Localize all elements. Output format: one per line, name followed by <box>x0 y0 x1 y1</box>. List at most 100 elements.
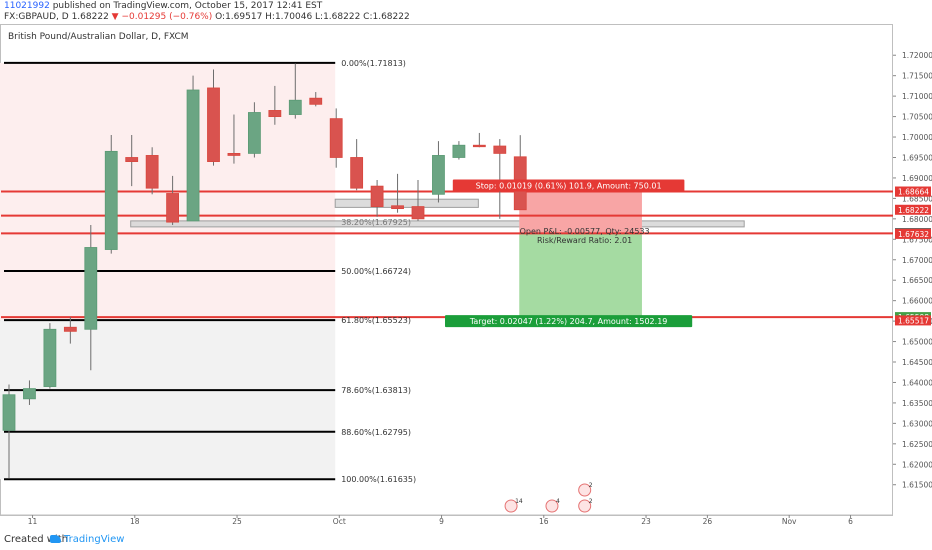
y-tick-label: 1.67000 <box>902 256 932 265</box>
y-tick-label: 1.66500 <box>902 276 932 285</box>
price-tag-label: 1.68222 <box>898 206 929 215</box>
publish-text: published on TradingView.com, October 15… <box>52 1 323 11</box>
economic-event-icon[interactable] <box>545 499 559 513</box>
fib-level-label: 88.60%(1.62795) <box>341 428 411 437</box>
candle-body[interactable] <box>391 205 404 210</box>
y-tick-label: 1.64500 <box>902 358 932 367</box>
candle-body[interactable] <box>207 87 220 162</box>
y-tick-label: 1.63500 <box>902 399 932 408</box>
economic-event-icon[interactable] <box>578 483 592 497</box>
x-tick-label: 9 <box>439 517 444 526</box>
x-tick-label: 25 <box>232 517 242 526</box>
x-tick-label: 26 <box>703 517 713 526</box>
y-tick-label: 1.64000 <box>902 378 932 387</box>
down-arrow-icon: ▼ <box>111 12 119 22</box>
y-tick-label: 1.69500 <box>902 153 932 162</box>
symbol-name: FX:GBPAUD, D <box>4 12 69 22</box>
candle-body[interactable] <box>329 118 343 158</box>
y-tick-label: 1.62500 <box>902 440 932 449</box>
x-tick-label: 16 <box>539 517 549 526</box>
candle-body[interactable] <box>43 328 57 387</box>
stop-loss-zone[interactable] <box>519 191 642 234</box>
event-count: 14 <box>515 498 523 505</box>
price-tag-bg <box>895 228 931 239</box>
fib-level-label: 38.20%(1.67925) <box>341 218 411 227</box>
pnl-label: Open P&L: -0.00577, Qty: 24533 <box>520 227 650 236</box>
event-count: 2 <box>589 482 593 489</box>
candle-body[interactable] <box>145 155 159 189</box>
candle-body[interactable] <box>84 247 98 330</box>
fib-level-label: 0.00%(1.71813) <box>341 59 406 68</box>
candle-body[interactable] <box>370 185 384 207</box>
fib-zone-shade <box>0 62 336 272</box>
candle-body[interactable] <box>227 152 241 156</box>
price-tag-label: 1.65517 <box>898 316 929 325</box>
economic-event-icon[interactable] <box>504 499 518 513</box>
y-tick-label: 1.72000 <box>902 51 932 60</box>
fib-level-label: 50.00%(1.66724) <box>341 267 411 276</box>
candle-body[interactable] <box>493 145 507 154</box>
candle-body[interactable] <box>452 144 466 158</box>
candle-body[interactable] <box>166 193 180 223</box>
y-tick-label: 1.71000 <box>902 92 932 101</box>
tradingview-logo[interactable]: TradingView <box>50 534 124 545</box>
candle-body[interactable] <box>268 110 282 117</box>
created-with-text: Created with <box>4 534 68 545</box>
publish-info: 11021992 published on TradingView.com, O… <box>4 1 322 11</box>
price-tag-bg <box>895 204 931 215</box>
candle-body[interactable] <box>186 89 200 222</box>
candle-body[interactable] <box>288 99 302 115</box>
price-change: −0.01295 (−0.76%) <box>121 12 213 22</box>
target-label-bg <box>445 315 693 328</box>
user-id-link[interactable]: 11021992 <box>4 1 50 11</box>
last-price: 1.68222 <box>71 12 109 22</box>
economic-event-icon[interactable] <box>578 499 592 513</box>
candle-body[interactable] <box>309 97 323 105</box>
y-tick-label: 1.70500 <box>902 113 932 122</box>
gray-zone-rect[interactable] <box>130 220 745 228</box>
y-tick-label: 1.68000 <box>902 215 932 224</box>
y-tick-label: 1.68500 <box>902 194 932 203</box>
y-tick-label: 1.61500 <box>902 481 932 490</box>
tradingview-brand: TradingView <box>64 534 125 545</box>
event-count: 2 <box>589 498 593 505</box>
candle-body[interactable] <box>63 326 77 332</box>
fib-level-label: 78.60%(1.63813) <box>341 386 411 395</box>
candle-body[interactable] <box>2 394 16 431</box>
candle-body[interactable] <box>125 157 139 162</box>
event-count: 4 <box>556 498 560 505</box>
fib-zone-shade <box>0 390 336 432</box>
x-tick-label: 18 <box>130 517 140 526</box>
price-tag-label: 1.67632 <box>898 230 929 239</box>
chart-title: British Pound/Australian Dollar, D, FXCM <box>8 32 189 42</box>
tradingview-logo-icon <box>50 535 61 543</box>
target-label: Target: 0.02047 (1.22%) 204.7, Amount: 1… <box>469 317 668 326</box>
fib-level-label: 100.00%(1.61635) <box>341 475 416 484</box>
candle-body[interactable] <box>247 112 261 154</box>
candle-body[interactable] <box>350 157 364 189</box>
x-tick-label: Nov <box>782 517 797 526</box>
fib-zone-shade <box>0 431 336 480</box>
gray-zone-rect[interactable] <box>334 198 479 208</box>
candle-body[interactable] <box>23 388 36 400</box>
symbol-info: FX:GBPAUD, D 1.68222 ▼ −0.01295 (−0.76%)… <box>4 12 410 22</box>
take-profit-zone[interactable] <box>519 233 642 318</box>
fib-level-label: 61.80%(1.65523) <box>341 316 411 325</box>
candle-body[interactable] <box>411 206 425 220</box>
x-tick-label: 23 <box>641 517 651 526</box>
chart-header: 11021992 published on TradingView.com, O… <box>0 0 932 22</box>
ohlc-values: O:1.69517 H:1.70046 L:1.68222 C:1.68222 <box>215 12 410 22</box>
price-tag-label: 1.68664 <box>898 188 929 197</box>
y-tick-label: 1.69000 <box>902 174 932 183</box>
candle-body[interactable] <box>432 155 445 195</box>
candle-body[interactable] <box>472 144 486 148</box>
candle-body[interactable] <box>104 150 118 250</box>
stop-label: Stop: 0.01019 (0.61%) 101.9, Amount: 750… <box>476 182 662 191</box>
chart-canvas[interactable]: 0.00%(1.71813) 38.20%(1.67925) 50.00%(1.66… <box>0 0 932 527</box>
x-tick-label: 6 <box>848 517 853 526</box>
price-tag-bg <box>895 315 931 326</box>
y-tick-label: 1.66000 <box>902 297 932 306</box>
stop-label-bg <box>452 179 685 192</box>
footer: Created with TradingView <box>0 527 932 550</box>
x-tick-label: Oct <box>333 517 346 526</box>
